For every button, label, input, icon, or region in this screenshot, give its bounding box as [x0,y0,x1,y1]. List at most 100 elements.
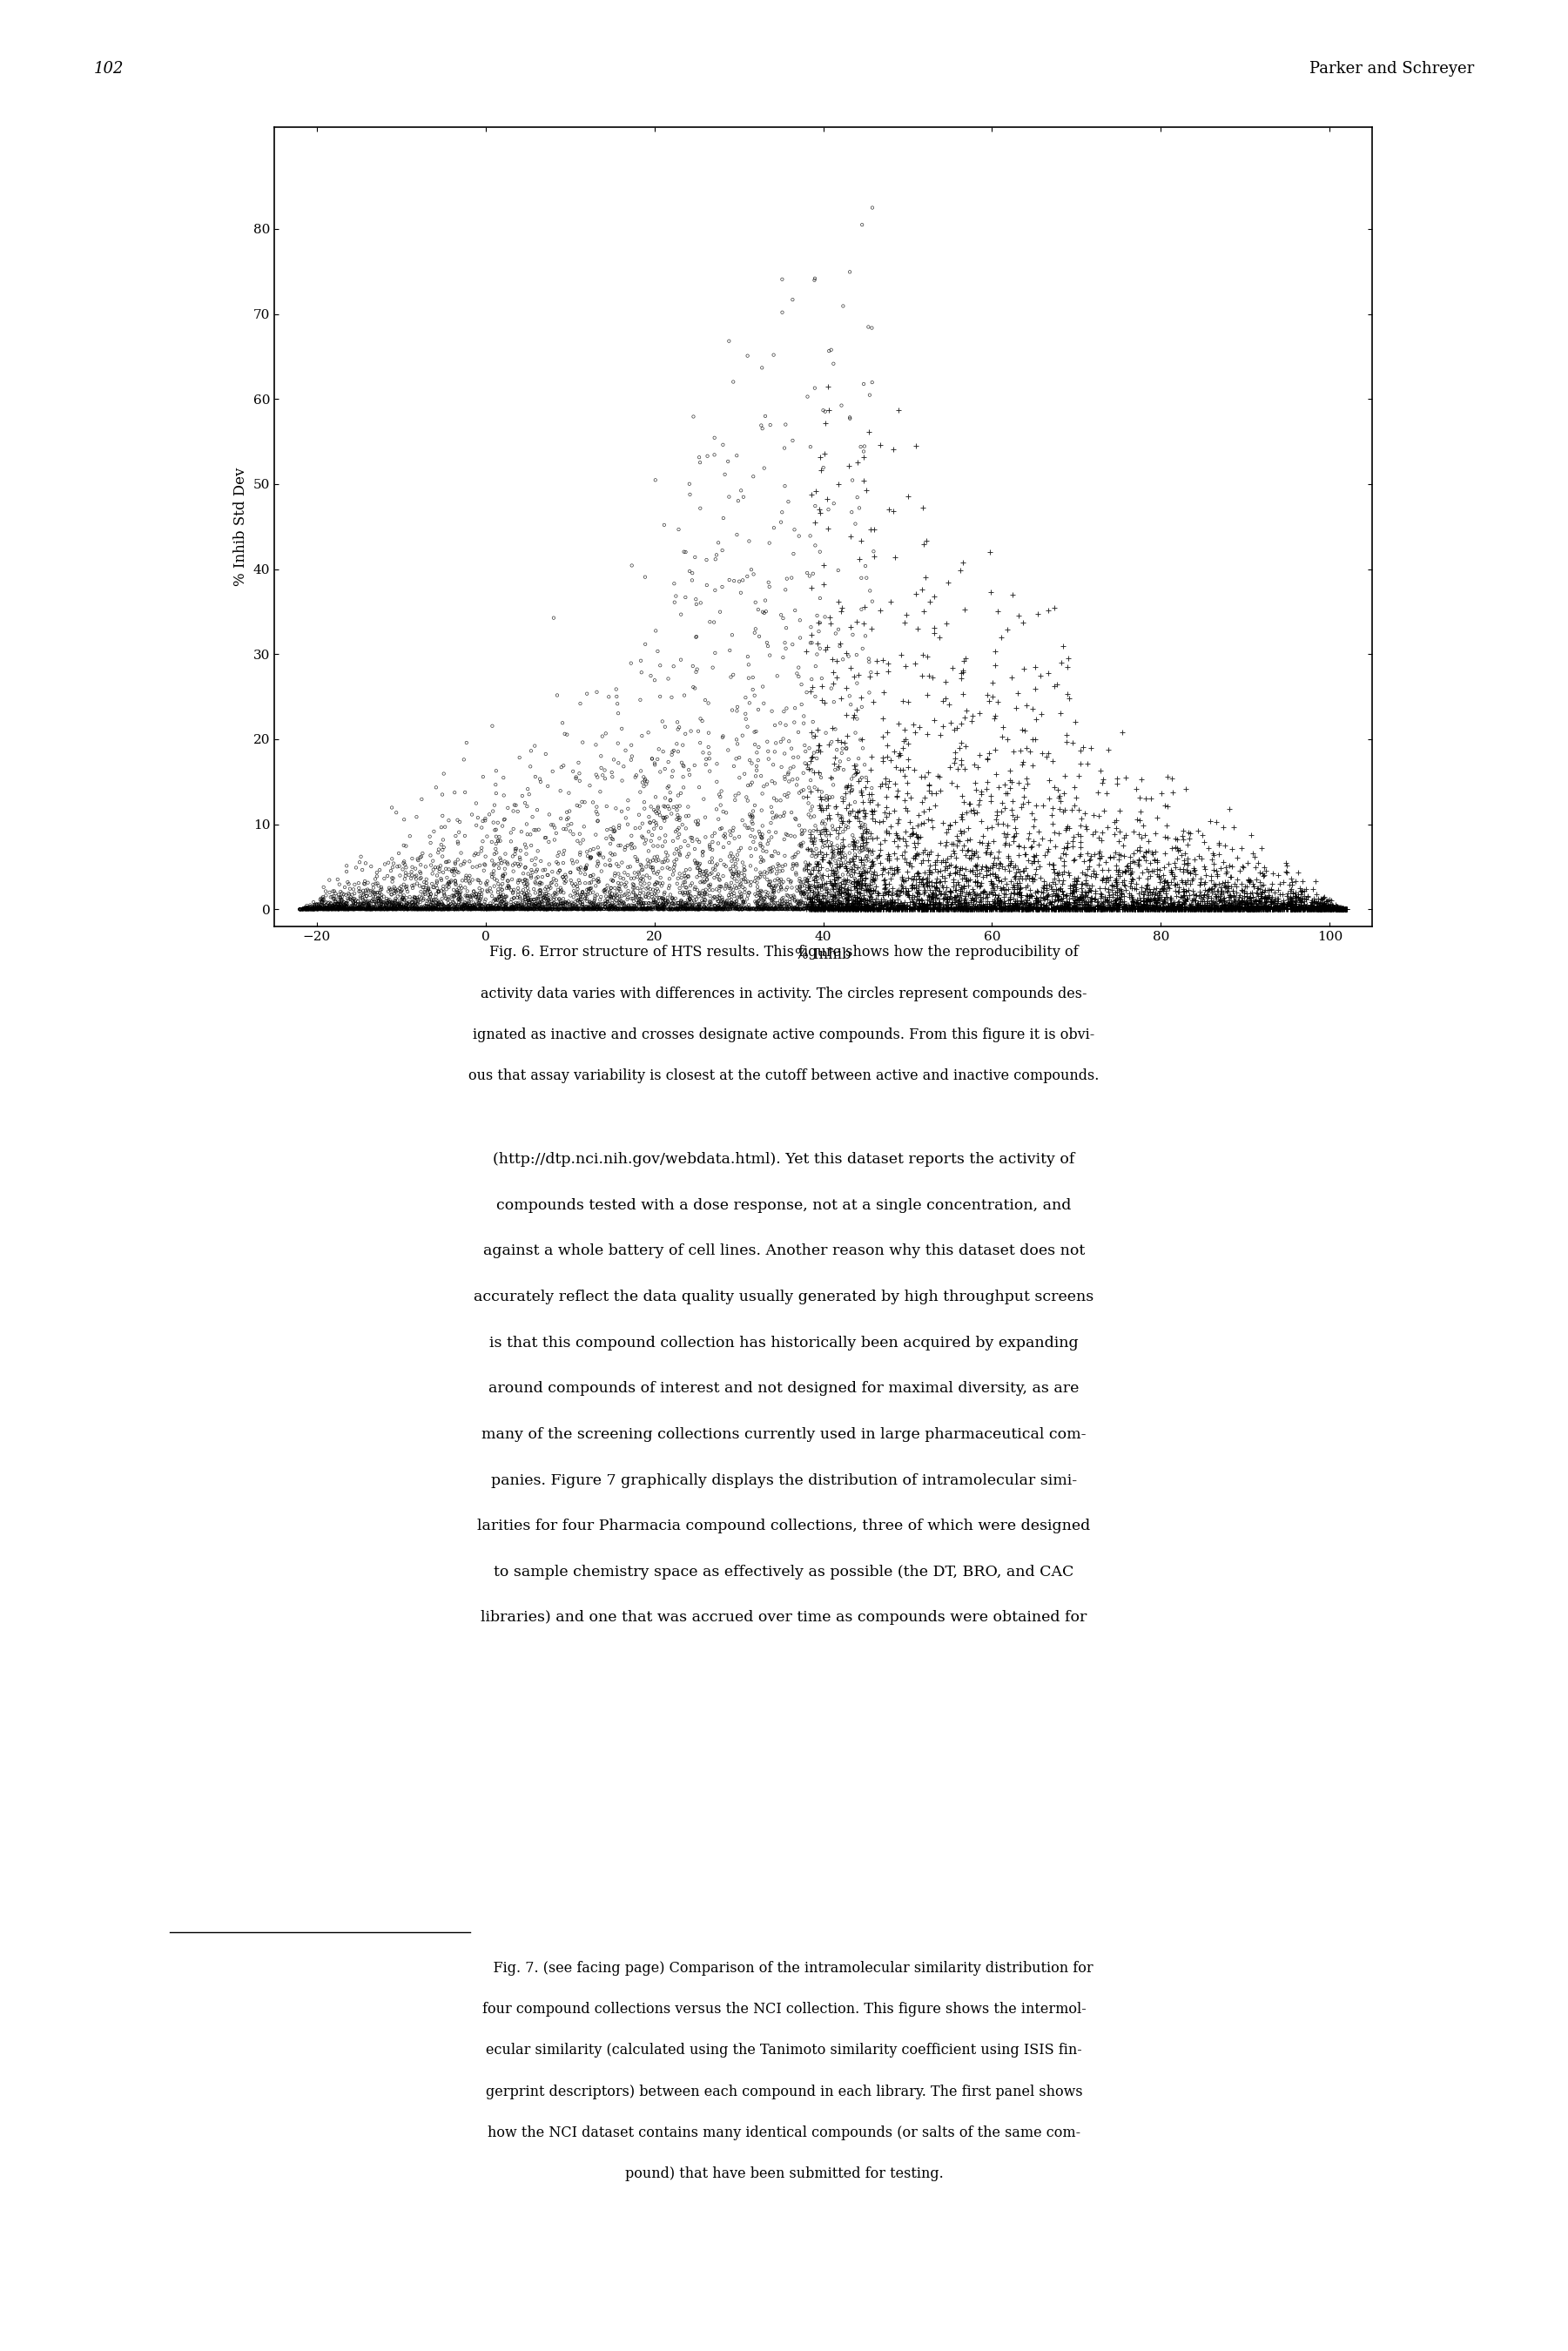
Point [323,891,348,929]
Point [347,889,372,926]
Point [394,879,419,917]
Point [472,891,497,929]
Point [624,891,649,929]
Point [690,891,715,929]
Point [652,875,677,912]
Point [298,891,323,929]
Point [560,844,585,882]
Point [403,882,428,919]
Point [323,891,348,929]
Point [400,889,425,926]
Point [436,802,461,839]
Point [770,879,795,917]
Point [750,886,775,924]
Point [795,870,820,907]
Point [516,891,541,929]
Point [707,592,732,630]
Point [538,870,563,907]
Point [450,879,475,917]
Point [643,661,668,698]
Point [492,891,517,929]
Point [299,891,325,929]
Point [820,891,845,929]
Point [390,889,416,926]
Point [568,762,593,799]
Point [765,886,790,924]
Point [328,889,353,926]
Point [528,891,554,929]
Point [750,891,775,929]
Point [499,889,524,926]
Point [442,886,467,924]
Point [773,816,798,853]
Point [706,799,731,837]
Point [521,886,546,924]
Point [823,886,848,924]
Point [612,889,637,926]
Point [367,877,392,915]
Point [663,884,688,922]
Point [287,891,312,929]
Point [770,884,795,922]
Point [420,891,445,929]
Point [640,849,665,886]
Point [811,891,836,929]
Point [354,877,379,915]
Point [778,886,803,924]
Point [356,891,381,929]
Point [310,889,336,926]
Point [756,889,781,926]
Point [605,872,630,910]
Point [423,769,448,806]
Point [384,886,409,924]
Point [610,889,635,926]
Point [314,891,339,929]
Point [829,891,855,929]
Point [516,884,541,922]
Point [514,865,539,903]
Point [789,875,814,912]
Point [384,889,409,926]
Point [379,790,405,828]
Point [379,863,405,900]
Point [751,449,776,487]
Point [660,879,685,917]
Point [390,891,416,929]
Point [564,875,590,912]
Point [615,849,640,886]
Point [809,759,834,797]
Point [541,884,566,922]
Point [605,891,630,929]
Point [635,891,660,929]
Point [731,868,756,905]
Point [729,886,754,924]
Point [436,889,461,926]
Point [635,844,660,882]
Point [757,863,782,900]
Point [331,884,356,922]
Point [389,889,414,926]
Point [629,879,654,917]
Point [677,868,702,905]
Point [386,886,411,924]
Point [787,870,812,907]
Point [569,891,594,929]
Point [840,771,866,809]
Point [597,891,622,929]
Point [759,889,784,926]
Point [535,891,560,929]
Point [753,879,778,917]
Point [644,837,670,875]
Point [773,837,798,875]
Point [317,886,342,924]
Point [768,886,793,924]
Point [790,771,815,809]
Point [839,856,864,893]
Point [739,802,764,839]
Point [533,889,558,926]
Point [406,842,431,879]
Point [560,891,585,929]
Point [760,884,786,922]
Point [834,872,859,910]
Point [522,726,547,764]
